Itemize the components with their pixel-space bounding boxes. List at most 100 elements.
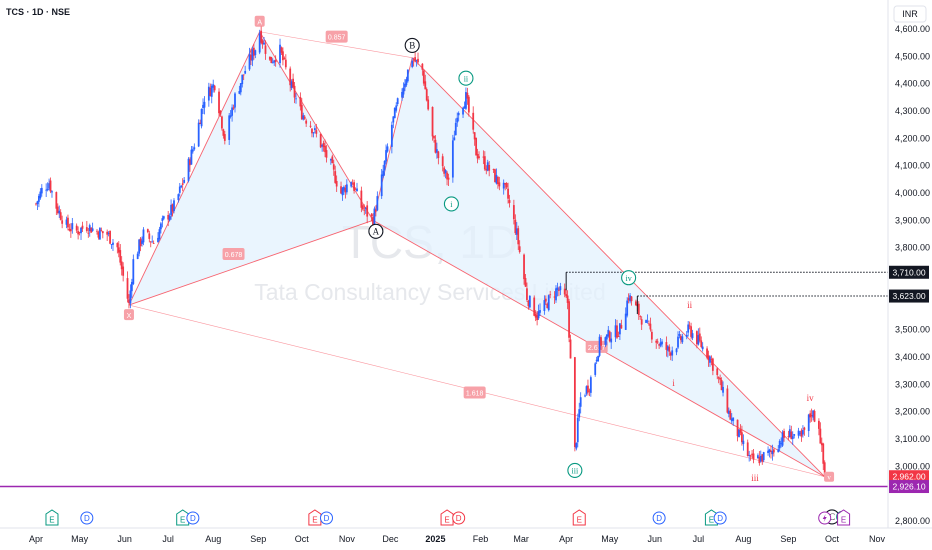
candle-body — [518, 246, 521, 252]
candle-body — [478, 156, 480, 158]
pattern-leg[interactable] — [259, 31, 413, 58]
candle-body — [465, 92, 467, 109]
candle-body — [783, 430, 785, 438]
candle-body — [722, 386, 724, 393]
ratio-box[interactable] — [325, 30, 348, 43]
candle-body — [645, 320, 647, 323]
ratio-box[interactable] — [222, 247, 245, 260]
wave-circle[interactable] — [368, 223, 384, 239]
candle-body — [568, 301, 570, 338]
candle-body — [96, 230, 98, 232]
wave-label[interactable]: ii — [687, 300, 693, 310]
candle-body — [650, 331, 653, 340]
wave-label[interactable]: iv — [807, 393, 815, 403]
candle-body — [691, 333, 694, 339]
candle-body — [78, 231, 81, 233]
candle-body — [139, 238, 142, 247]
wave-circle[interactable] — [621, 270, 637, 286]
earnings-icon[interactable] — [45, 509, 59, 526]
candle-body — [492, 169, 495, 170]
candle-body — [813, 410, 816, 422]
price-axis[interactable]: 4,600.00 4,500.00 4,400.00 4,300.00 4,200.00… — [895, 24, 930, 526]
candle-body — [575, 443, 578, 449]
candle-body — [437, 151, 440, 159]
candle-body — [758, 457, 761, 464]
candle-body — [443, 167, 446, 174]
candle-body — [732, 417, 735, 421]
candle-body — [787, 436, 790, 438]
ratio-box[interactable] — [585, 340, 608, 353]
candle-body — [441, 156, 444, 167]
candle-body — [187, 158, 190, 181]
candle-body — [741, 432, 743, 443]
candle-body — [81, 225, 84, 229]
currency-button[interactable]: INR — [902, 9, 918, 19]
candle-body — [271, 62, 274, 64]
dividend-icon[interactable] — [186, 511, 200, 525]
candle-body — [270, 56, 273, 64]
pattern-leg[interactable] — [411, 57, 826, 478]
price-tick-label: 4,300.00 — [895, 106, 930, 116]
candle-body — [668, 346, 671, 352]
ratio-box[interactable] — [463, 386, 486, 399]
candle-body — [152, 243, 155, 244]
earnings-icon[interactable] — [837, 509, 851, 526]
pattern-point-box[interactable] — [123, 309, 134, 321]
wave-label[interactable]: i — [672, 378, 675, 388]
candle-body — [360, 190, 363, 208]
candle-body — [630, 296, 633, 302]
dividend-icon[interactable] — [80, 511, 94, 525]
candle-body — [49, 180, 52, 192]
candle-body — [515, 228, 518, 235]
candle-body — [767, 450, 769, 453]
candle-body — [370, 214, 373, 217]
candle-body — [142, 229, 145, 243]
horizontal-levels[interactable] — [565, 271, 888, 315]
candle-body — [559, 286, 562, 291]
candle-body — [138, 239, 141, 254]
wave-circle[interactable] — [443, 196, 459, 212]
candle-body — [67, 217, 69, 228]
pattern-point-label: X — [127, 313, 132, 320]
wave-circle[interactable] — [404, 37, 420, 53]
wave-circle[interactable] — [458, 70, 474, 86]
wave-label[interactable]: iii — [751, 473, 759, 483]
candle-body — [136, 253, 139, 260]
pattern-point-box[interactable] — [254, 15, 265, 27]
candle-body — [797, 430, 800, 436]
candle-body — [178, 186, 181, 193]
candle-body — [738, 429, 740, 438]
wave-circle[interactable] — [567, 462, 583, 478]
dividend-icon[interactable] — [320, 511, 334, 525]
candle-body — [435, 149, 438, 153]
symbol-title[interactable]: TCS · 1D · NSE — [6, 7, 70, 17]
candle-body — [756, 455, 759, 459]
dividend-icon[interactable] — [652, 511, 666, 525]
candle-body — [659, 342, 662, 346]
candle-body — [610, 338, 613, 343]
candle-body — [234, 93, 236, 108]
earnings-icon[interactable] — [572, 509, 586, 526]
wave-box[interactable] — [824, 471, 835, 482]
candle-body — [587, 385, 589, 393]
pattern-leg[interactable] — [128, 219, 374, 306]
candle-body — [688, 325, 691, 327]
candle-body — [608, 331, 611, 342]
candle-body — [290, 81, 293, 88]
candle-body — [494, 169, 496, 183]
time-axis[interactable]: Apr May Jun Jul Aug Sep Oct Nov Dec 2025 Feb Mar Apr… — [29, 534, 886, 544]
candle-body — [793, 434, 796, 436]
currency-button-frame[interactable] — [893, 5, 927, 23]
candle-body — [411, 60, 414, 68]
pattern-leg[interactable] — [128, 31, 261, 306]
pattern-fill-bcd — [372, 57, 825, 477]
dividend-icon[interactable] — [452, 511, 466, 525]
candle-body — [517, 228, 520, 245]
candle-body — [101, 231, 104, 234]
dividend-icon[interactable] — [713, 511, 727, 525]
candle-body — [658, 344, 661, 346]
candle-body — [700, 340, 703, 347]
